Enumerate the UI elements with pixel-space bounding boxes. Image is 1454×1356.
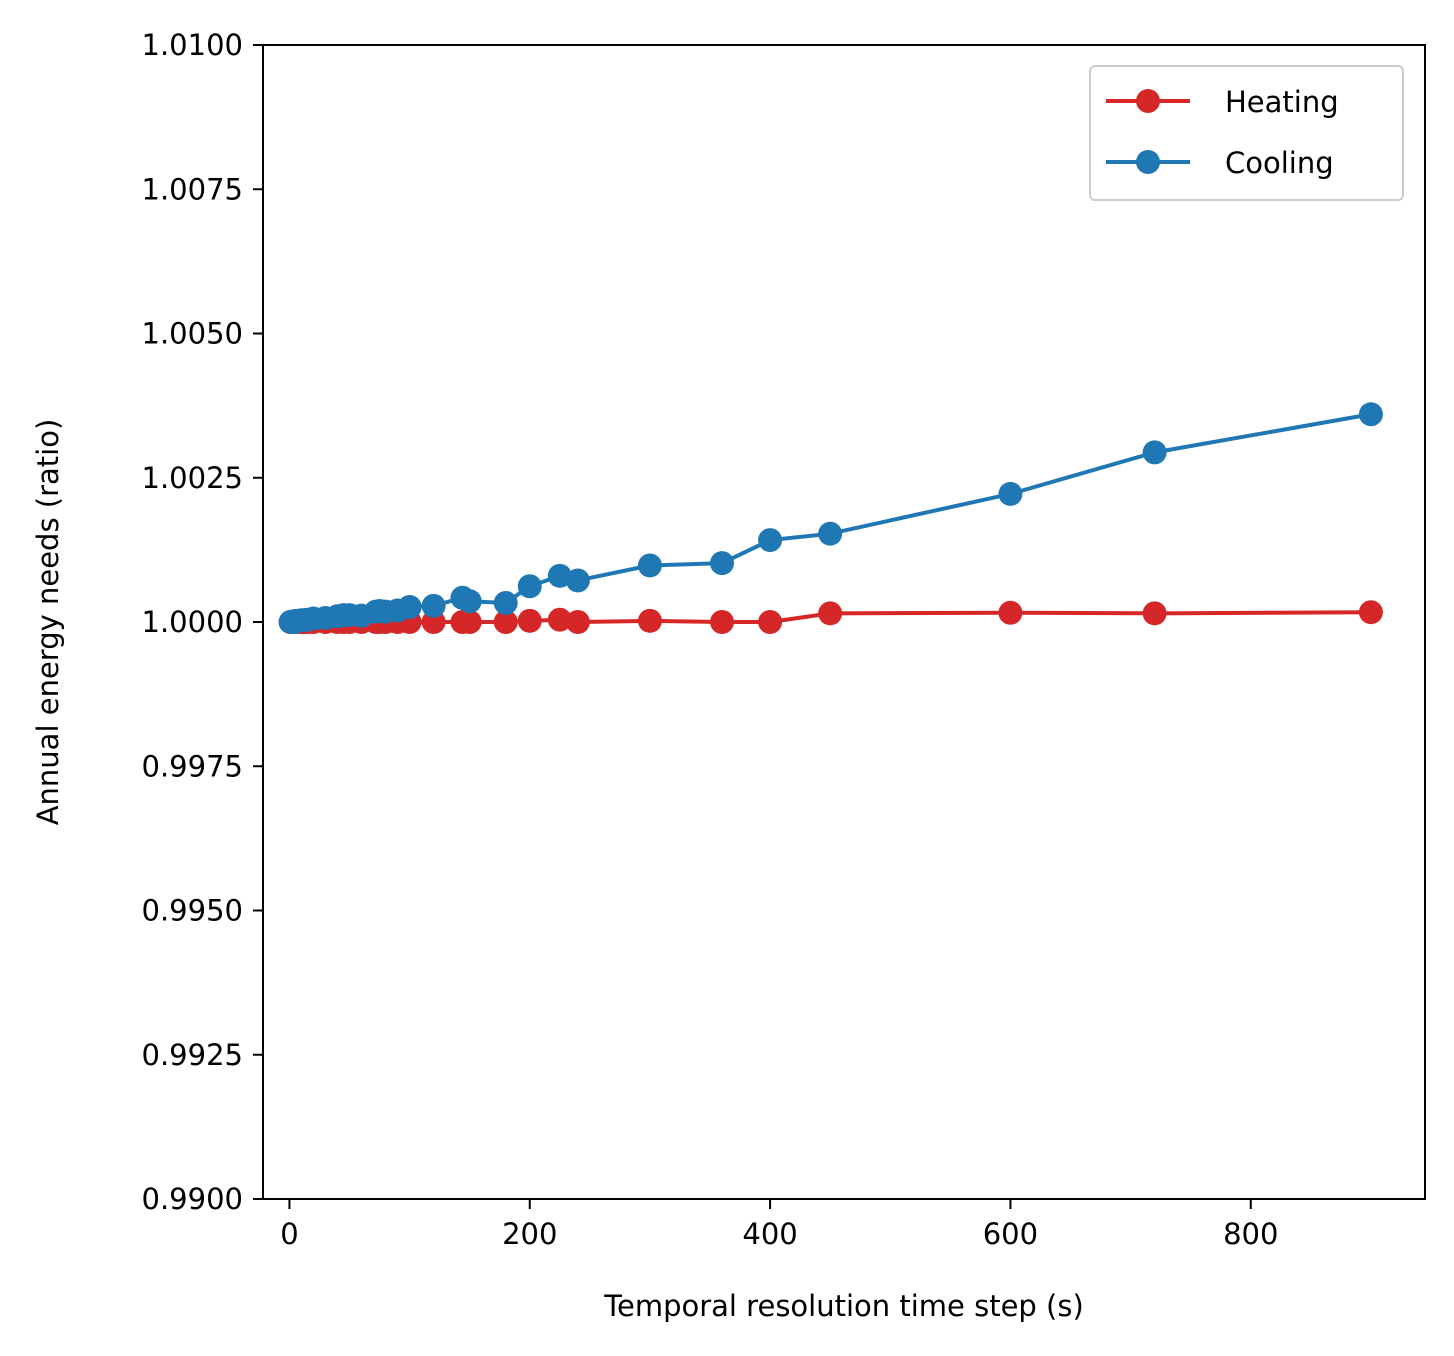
data-point-heating <box>565 610 590 634</box>
x-axis-label: Temporal resolution time step (s) <box>603 1289 1084 1323</box>
data-point-heating <box>457 610 482 634</box>
data-point-heating <box>517 608 542 633</box>
legend-label-cooling: Cooling <box>1225 146 1334 180</box>
data-point-heating <box>547 607 572 632</box>
data-point-cooling <box>758 528 783 553</box>
x-axis: 0 200 400 600 800 <box>280 1199 1278 1251</box>
y-tick-label: 0.9975 <box>142 749 243 783</box>
data-point-cooling <box>1142 440 1167 465</box>
y-tick-label: 1.0000 <box>142 605 243 639</box>
data-point-heating <box>998 600 1023 625</box>
data-point-heating <box>758 610 783 634</box>
y-axis-label: Annual energy needs (ratio) <box>31 419 65 826</box>
y-tick-label: 1.0100 <box>142 28 243 62</box>
x-tick-label: 400 <box>742 1217 797 1251</box>
legend-marker-cooling <box>1136 150 1160 174</box>
data-point-cooling <box>710 551 735 576</box>
data-point-cooling <box>998 481 1023 506</box>
y-tick-label: 1.0050 <box>142 317 243 351</box>
data-point-cooling <box>1358 402 1383 427</box>
legend-label-heating: Heating <box>1225 85 1339 119</box>
data-point-cooling <box>818 521 843 546</box>
data-point-cooling <box>637 553 662 578</box>
data-point-cooling <box>397 594 422 619</box>
y-tick-label: 1.0025 <box>142 461 243 495</box>
legend: Heating Cooling <box>1089 65 1404 201</box>
data-point-heating <box>710 610 735 634</box>
y-tick-label: 0.9950 <box>142 894 243 928</box>
data-point-cooling <box>547 563 572 588</box>
data-point-heating <box>637 608 662 633</box>
data-point-cooling <box>517 574 542 599</box>
y-axis: 0.9900 0.9925 0.9950 0.9975 1.0000 1.0025 1.00… <box>142 28 263 1216</box>
x-tick-label: 800 <box>1223 1217 1278 1251</box>
legend-marker-heating <box>1136 89 1160 113</box>
x-tick-label: 200 <box>502 1217 557 1251</box>
y-tick-label: 0.9925 <box>142 1038 243 1072</box>
x-tick-label: 0 <box>280 1217 298 1251</box>
series-layer <box>278 402 1383 634</box>
data-point-cooling <box>565 568 590 593</box>
data-point-cooling <box>421 593 446 618</box>
data-point-heating <box>818 601 843 626</box>
data-point-heating <box>493 610 518 634</box>
data-point-heating <box>1142 601 1167 626</box>
y-tick-label: 0.9900 <box>142 1182 243 1216</box>
y-tick-label: 1.0075 <box>142 172 243 206</box>
data-point-cooling <box>457 589 482 614</box>
data-point-heating <box>1358 600 1383 625</box>
x-tick-label: 600 <box>983 1217 1038 1251</box>
data-point-cooling <box>493 590 518 615</box>
